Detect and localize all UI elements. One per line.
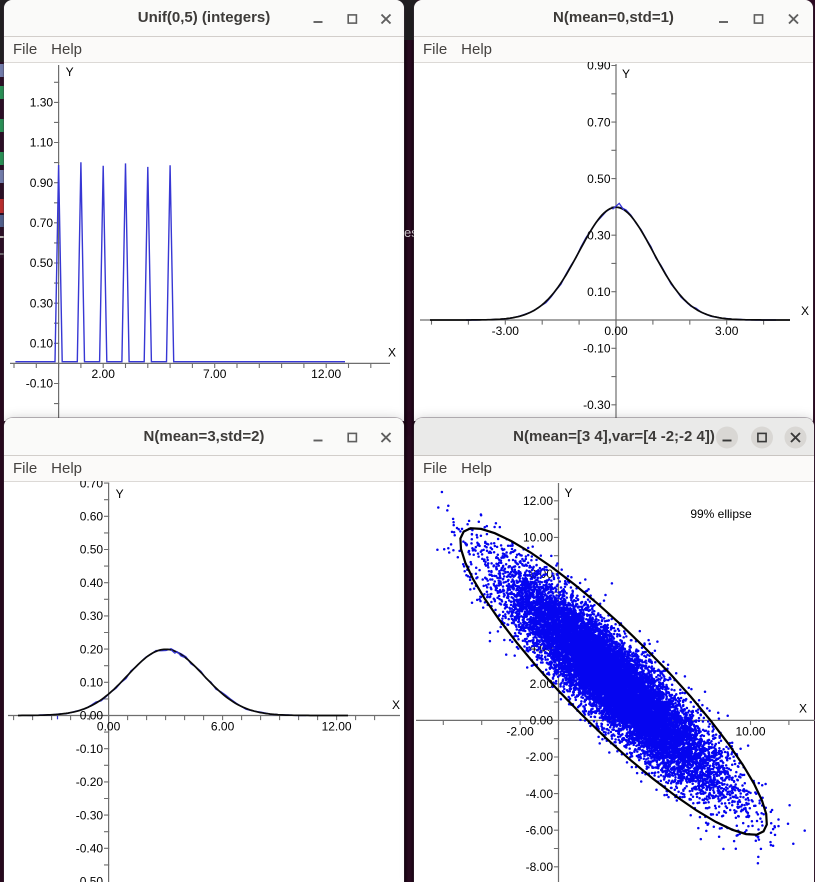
svg-text:0.00: 0.00	[80, 709, 104, 723]
svg-text:6.00: 6.00	[211, 720, 235, 734]
svg-text:0.70: 0.70	[587, 115, 611, 129]
svg-text:-8.00: -8.00	[526, 860, 554, 874]
svg-text:0.40: 0.40	[80, 576, 104, 590]
svg-text:Y: Y	[622, 67, 630, 81]
svg-text:-0.30: -0.30	[76, 808, 104, 822]
svg-text:99% ellipse: 99% ellipse	[690, 507, 752, 521]
svg-text:0.90: 0.90	[587, 62, 611, 73]
svg-text:0.00: 0.00	[530, 714, 554, 728]
svg-text:Y: Y	[66, 65, 74, 79]
svg-text:0.20: 0.20	[80, 642, 104, 656]
svg-text:0.30: 0.30	[587, 228, 611, 242]
svg-text:0.70: 0.70	[30, 216, 54, 230]
svg-text:2.00: 2.00	[92, 367, 116, 381]
svg-text:-0.10: -0.10	[26, 377, 54, 391]
svg-text:0.60: 0.60	[80, 510, 104, 524]
svg-text:12.00: 12.00	[322, 720, 352, 734]
svg-text:-0.10: -0.10	[583, 342, 611, 356]
svg-text:10.00: 10.00	[735, 724, 765, 738]
svg-text:-2.00: -2.00	[506, 724, 534, 738]
svg-text:2.00: 2.00	[530, 677, 554, 691]
svg-text:-0.20: -0.20	[76, 775, 104, 789]
svg-text:Y: Y	[116, 487, 124, 501]
svg-text:0.00: 0.00	[97, 720, 121, 734]
svg-text:-3.00: -3.00	[492, 324, 520, 338]
svg-text:0.10: 0.10	[30, 337, 54, 351]
svg-text:-2.00: -2.00	[526, 750, 554, 764]
svg-text:0.30: 0.30	[80, 609, 104, 623]
svg-text:X: X	[799, 701, 807, 715]
svg-text:-0.40: -0.40	[76, 842, 104, 856]
svg-text:0.90: 0.90	[30, 176, 54, 190]
svg-text:1.30: 1.30	[30, 96, 54, 110]
svg-text:X: X	[801, 304, 809, 318]
svg-text:-4.00: -4.00	[526, 787, 554, 801]
svg-text:-0.50: -0.50	[76, 875, 104, 882]
svg-text:-0.30: -0.30	[583, 398, 611, 412]
svg-text:7.00: 7.00	[203, 367, 227, 381]
svg-text:12.00: 12.00	[311, 367, 341, 381]
svg-text:Y: Y	[565, 486, 573, 500]
svg-text:-6.00: -6.00	[526, 823, 554, 837]
svg-text:-0.10: -0.10	[76, 742, 104, 756]
svg-text:1.10: 1.10	[30, 136, 54, 150]
svg-text:0.50: 0.50	[587, 172, 611, 186]
svg-text:0.10: 0.10	[587, 285, 611, 299]
svg-text:0.50: 0.50	[80, 543, 104, 557]
svg-text:X: X	[392, 698, 400, 712]
svg-text:12.00: 12.00	[523, 494, 553, 508]
svg-text:3.00: 3.00	[715, 324, 739, 338]
svg-text:0.00: 0.00	[604, 324, 628, 338]
svg-text:0.70: 0.70	[80, 481, 104, 490]
svg-text:0.30: 0.30	[30, 296, 54, 310]
svg-text:0.50: 0.50	[30, 256, 54, 270]
svg-text:X: X	[388, 345, 396, 359]
svg-text:10.00: 10.00	[523, 531, 553, 545]
svg-text:0.10: 0.10	[80, 676, 104, 690]
